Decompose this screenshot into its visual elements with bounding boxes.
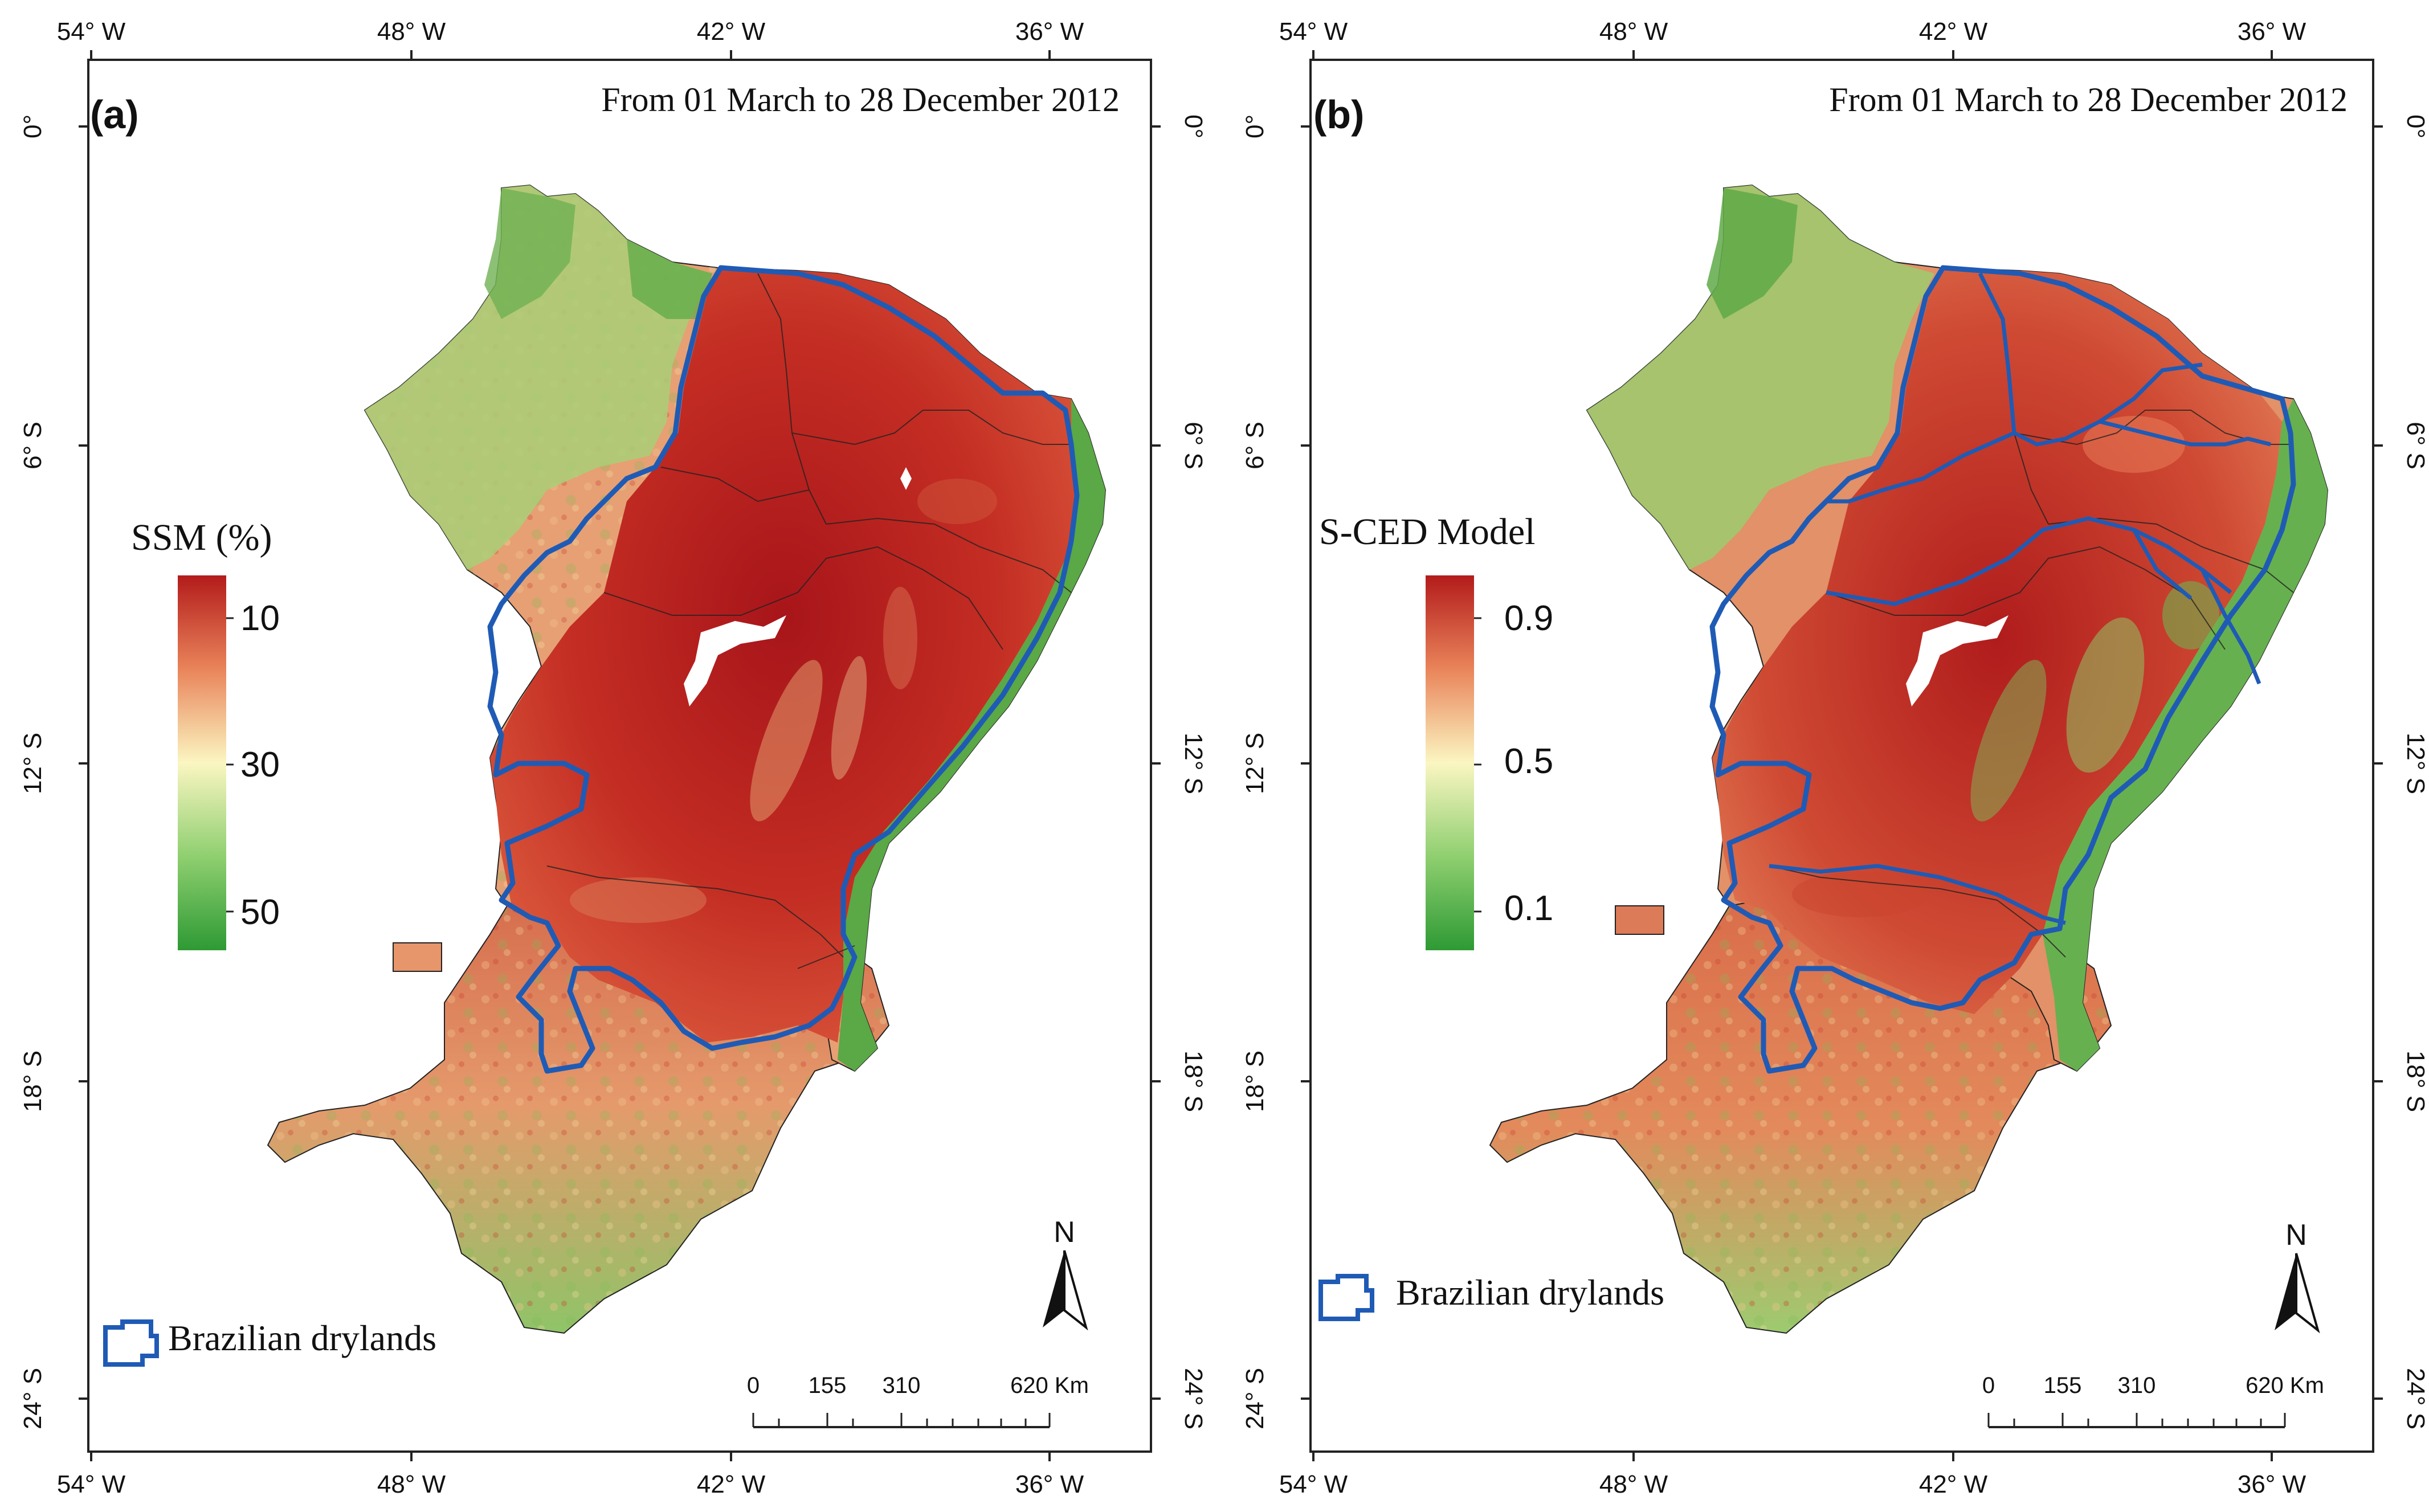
- axis-ticks: [79, 50, 1161, 1461]
- scale-tick: 155: [2044, 1373, 2082, 1398]
- northeast-region-map: [1489, 184, 2329, 1334]
- north-arrow-icon: N: [2275, 1219, 2320, 1334]
- legend-colorbar: [1426, 575, 1474, 950]
- axis-right-label: 24° S: [2402, 1368, 2429, 1429]
- scale-tick: 155: [809, 1373, 847, 1398]
- axis-top-label: 54° W: [1279, 18, 1348, 46]
- drylands-boundary: [1709, 265, 2296, 1074]
- axis-bottom-label: 36° W: [2238, 1470, 2306, 1498]
- axis-left-label: 6° S: [19, 422, 47, 469]
- axis-left-label: 0°: [19, 115, 47, 138]
- axis-ticks: [1301, 50, 2383, 1461]
- legend-tick: 0.5: [1504, 742, 1553, 781]
- northwest-wet-area: [365, 185, 712, 570]
- boundary-legend: Brazilian drylands: [1318, 1272, 1664, 1321]
- boundary-legend-label: Brazilian drylands: [168, 1318, 436, 1358]
- legend-title: S-CED Model: [1319, 511, 1536, 553]
- scale-bar: 0 155 310 620 Km: [747, 1373, 1089, 1428]
- panel-label: (a): [90, 92, 139, 137]
- panel-label: (b): [1313, 92, 1364, 137]
- legend-colorbar: [178, 575, 226, 950]
- axis-right-label: 6° S: [2402, 422, 2429, 469]
- axis-left-label: 12° S: [1241, 733, 1269, 794]
- boundary-legend-icon: [103, 1319, 159, 1367]
- axis-left-label: 24° S: [1241, 1368, 1269, 1429]
- axis-bottom-label: 54° W: [57, 1470, 126, 1498]
- legend-title: SSM (%): [131, 517, 272, 558]
- axis-right-label: 0°: [1179, 115, 1207, 138]
- axis-top-label: 42° W: [1919, 18, 1988, 46]
- boundary-legend-icon: [1318, 1274, 1374, 1321]
- axis-bottom-label: 42° W: [1919, 1470, 1988, 1498]
- legend-tick: 30: [240, 745, 280, 784]
- panel-b: 54° W 48° W 42° W 36° W 54° W 48° W 42° …: [1241, 18, 2429, 1498]
- axis-right-label: 0°: [2402, 115, 2429, 138]
- axis-bottom-label: 42° W: [697, 1470, 766, 1498]
- northwest-wet-area: [1587, 185, 1934, 570]
- scale-bar: 0 155 310 620 Km: [1982, 1373, 2324, 1428]
- legend-tick: 0.9: [1504, 599, 1553, 638]
- color-legend: S-CED Model 0.9 0.5 0.1: [1319, 511, 1553, 950]
- axis-left-label: 18° S: [1241, 1051, 1269, 1112]
- axis-left-label: 6° S: [1241, 422, 1269, 469]
- scale-tick: 310: [2118, 1373, 2156, 1398]
- isolated-patch: [1615, 905, 1664, 935]
- legend-tick: 50: [240, 893, 280, 932]
- northeast-region-map: [267, 184, 1107, 1334]
- axis-top-label: 36° W: [2238, 18, 2306, 46]
- north-label: N: [2285, 1219, 2307, 1252]
- axis-top-label: 36° W: [1015, 18, 1084, 46]
- axis-left-label: 0°: [1241, 115, 1269, 138]
- axis-right-label: 18° S: [1179, 1051, 1207, 1112]
- legend-tick: 10: [240, 599, 280, 638]
- axis-left-label: 24° S: [19, 1368, 47, 1429]
- axis-bottom-label: 54° W: [1279, 1470, 1348, 1498]
- north-label: N: [1054, 1216, 1075, 1249]
- color-legend: SSM (%) 10 30 50: [131, 517, 280, 950]
- axis-bottom-label: 48° W: [1599, 1470, 1668, 1498]
- drylands-subregions: [1769, 272, 2271, 925]
- scale-tick: 620 Km: [2246, 1373, 2324, 1398]
- date-range: From 01 March to 28 December 2012: [601, 81, 1120, 118]
- axis-right-label: 24° S: [1179, 1368, 1207, 1429]
- axis-right-label: 12° S: [1179, 733, 1207, 794]
- axis-top-label: 42° W: [697, 18, 766, 46]
- axis-bottom-label: 36° W: [1015, 1470, 1084, 1498]
- axis-right-label: 18° S: [2402, 1051, 2429, 1112]
- dry-core: [1712, 268, 2282, 1014]
- boundary-legend-label: Brazilian drylands: [1396, 1272, 1664, 1313]
- isolated-patch: [393, 942, 442, 972]
- axis-right-label: 12° S: [2402, 733, 2429, 794]
- scale-tick: 620 Km: [1010, 1373, 1089, 1398]
- axis-left-label: 12° S: [19, 733, 47, 794]
- axis-right-label: 6° S: [1179, 422, 1207, 469]
- axis-top-label: 48° W: [377, 18, 446, 46]
- north-arrow-icon: N: [1043, 1216, 1088, 1331]
- drylands-boundary: [487, 265, 1080, 1074]
- boundary-legend: Brazilian drylands: [103, 1318, 436, 1367]
- panel-a: 54° W 48° W 42° W 36° W 54° W 48° W 42° …: [19, 18, 1207, 1498]
- scale-tick: 0: [1982, 1373, 1995, 1398]
- legend-tick: 0.1: [1504, 889, 1553, 928]
- dry-core: [490, 268, 1077, 1043]
- date-range: From 01 March to 28 December 2012: [1829, 81, 2348, 118]
- axis-left-label: 18° S: [19, 1051, 47, 1112]
- scale-tick: 0: [747, 1373, 760, 1398]
- axis-top-label: 48° W: [1599, 18, 1668, 46]
- axis-bottom-label: 48° W: [377, 1470, 446, 1498]
- axis-top-label: 54° W: [57, 18, 126, 46]
- scale-tick: 310: [883, 1373, 921, 1398]
